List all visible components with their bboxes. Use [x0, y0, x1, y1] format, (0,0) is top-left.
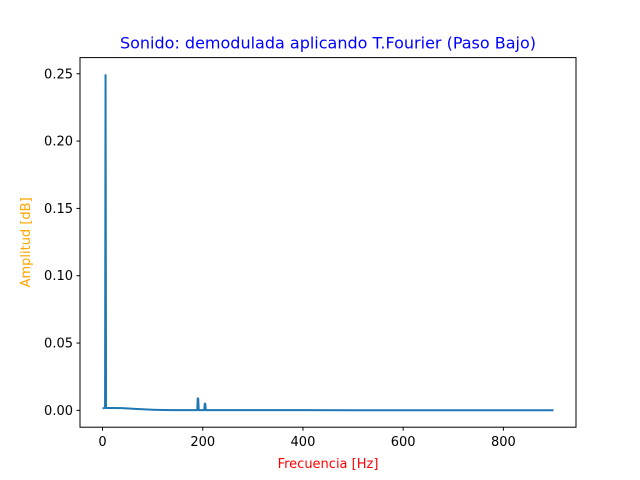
y-tick-label: 0.00	[44, 404, 73, 419]
x-axis-ticks: 0 200 400 600 800	[98, 427, 516, 450]
axes-frame	[79, 57, 577, 428]
x-tick-label: 0	[98, 435, 106, 450]
y-tick-label: 0.25	[44, 67, 73, 82]
chart-title: Sonido: demodulada aplicando T.Fourier (…	[120, 34, 536, 53]
y-axis-ticks: 0.00 0.05 0.10 0.15 0.20 0.25	[44, 67, 80, 419]
x-tick-label: 800	[491, 435, 516, 450]
y-tick-label: 0.05	[44, 337, 73, 352]
y-tick-label: 0.10	[44, 269, 73, 284]
x-axis-label: Frecuencia [Hz]	[278, 457, 379, 472]
x-tick-label: 200	[190, 435, 215, 450]
x-tick-label: 400	[291, 435, 316, 450]
y-axis-label: Amplitud [dB]	[19, 197, 34, 287]
series-line	[102, 74, 554, 412]
y-tick-label: 0.15	[44, 202, 73, 217]
x-tick-label: 600	[391, 435, 416, 450]
y-tick-label: 0.20	[44, 135, 73, 150]
